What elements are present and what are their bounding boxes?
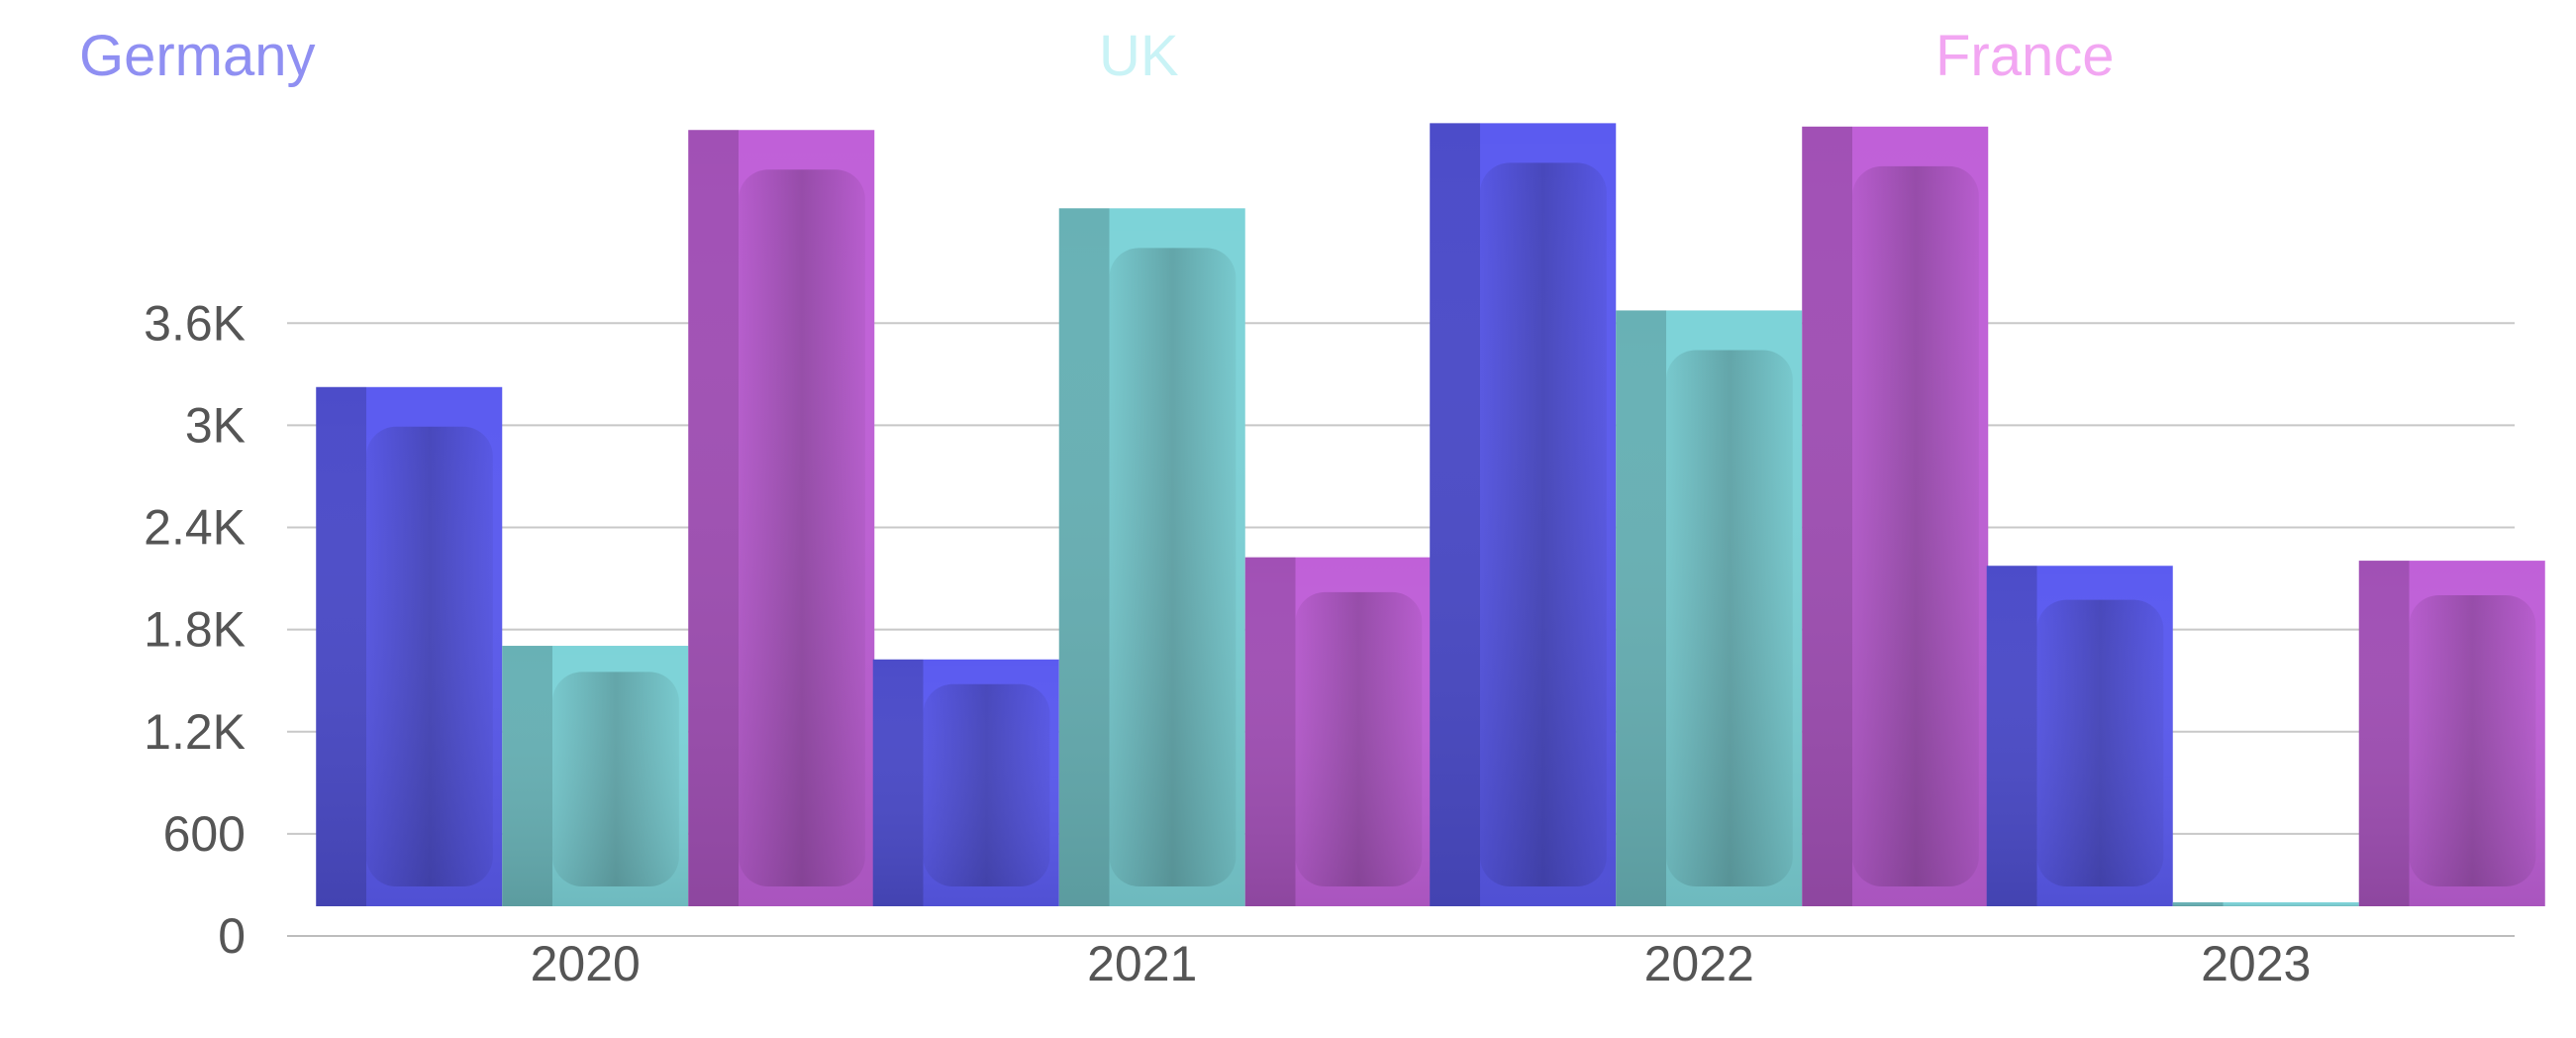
y-tick-label: 3K [185, 397, 246, 453]
bar-germany-2023[interactable] [1986, 566, 2173, 906]
bar-uk-2021[interactable] [1058, 208, 1245, 906]
x-tick-label: 2023 [2201, 936, 2311, 991]
bar-uk-2020[interactable] [502, 646, 689, 906]
bar-france-2021[interactable] [1244, 557, 1432, 906]
y-axis: 0 600 1.2K 1.8K 2.4K 3K 3.6K [144, 295, 246, 964]
y-tick-label: 3.6K [144, 295, 246, 351]
x-axis: 2020 2021 2022 2023 [531, 936, 2312, 991]
bar-uk-2022[interactable] [1616, 310, 1803, 906]
legend-item-germany[interactable]: Germany [79, 24, 316, 88]
chart-legend: Germany UK France [79, 24, 2115, 88]
legend-item-france[interactable]: France [1935, 24, 2115, 88]
bar-germany-2020[interactable] [316, 386, 503, 906]
legend-item-uk[interactable]: UK [1099, 24, 1179, 88]
y-tick-label: 600 [163, 806, 246, 862]
bar-france-2022[interactable] [1802, 126, 1989, 906]
x-tick-label: 2020 [531, 936, 641, 991]
bar-uk-2023[interactable] [2172, 902, 2359, 906]
y-tick-label: 1.8K [144, 602, 246, 658]
y-tick-label: 1.2K [144, 704, 246, 760]
y-tick-label: 0 [218, 908, 246, 964]
x-tick-label: 2022 [1644, 936, 1754, 991]
x-tick-label: 2021 [1087, 936, 1197, 991]
bar-germany-2022[interactable] [1430, 123, 1617, 906]
bar-france-2023[interactable] [2358, 561, 2545, 906]
chart-bars [316, 123, 2545, 906]
bar-france-2020[interactable] [688, 130, 875, 906]
y-tick-label: 2.4K [144, 500, 246, 556]
bar-germany-2021[interactable] [872, 659, 1059, 906]
